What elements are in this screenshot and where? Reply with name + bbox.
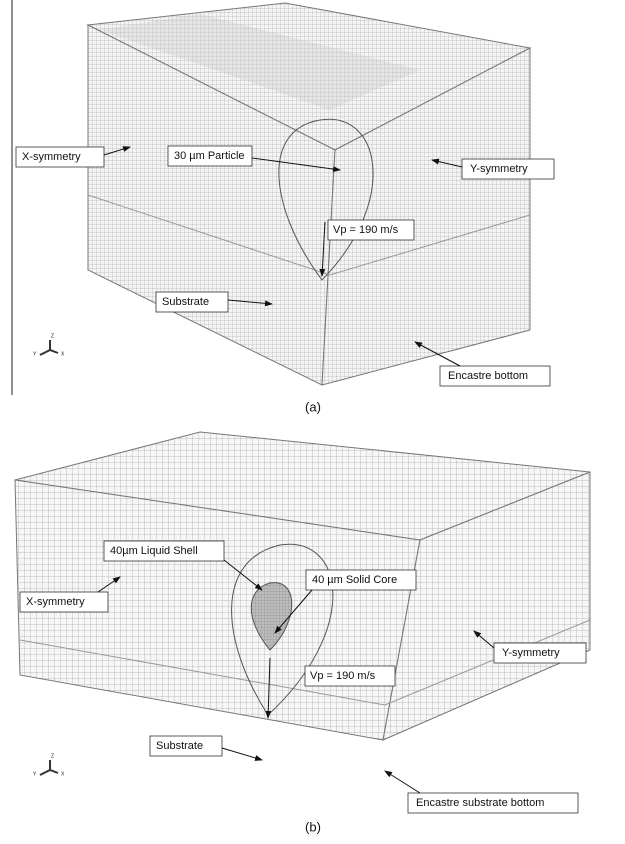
panel-a: Y Z X X-symmetry 30 µm Particle Y-symmetry…	[16, 3, 554, 414]
label-text: 40 µm Solid Core	[312, 574, 397, 586]
axis-label: X	[61, 771, 65, 777]
label: X-symmetry	[20, 592, 108, 612]
label: Y-symmetry	[494, 643, 586, 663]
label-text: Y-symmetry	[502, 647, 560, 659]
axis-label: Y	[33, 771, 37, 777]
label: Encastre bottom	[440, 366, 550, 386]
label-text: Substrate	[156, 740, 203, 752]
label: Vp = 190 m/s	[305, 666, 395, 686]
axis-label: X	[61, 351, 65, 357]
axis-label: Z	[51, 333, 54, 339]
label: Substrate	[156, 292, 228, 312]
label-text: X-symmetry	[26, 596, 85, 608]
label-text: Vp = 190 m/s	[310, 670, 376, 682]
caption: (a)	[305, 399, 321, 414]
label: Y-symmetry	[462, 159, 554, 179]
label-text: Y-symmetry	[470, 163, 528, 175]
label-text: Substrate	[162, 296, 209, 308]
label-text: Vp = 190 m/s	[333, 224, 399, 236]
axis-label: Z	[51, 753, 54, 759]
label: 40 µm Solid Core	[306, 570, 416, 590]
label-text: 40µm Liquid Shell	[110, 545, 198, 557]
figure: Y Z X X-symmetry 30 µm Particle Y-symmetry…	[0, 0, 625, 839]
label: X-symmetry	[16, 147, 104, 167]
label: 40µm Liquid Shell	[104, 541, 224, 561]
label: 30 µm Particle	[168, 146, 252, 166]
label: Substrate	[150, 736, 222, 756]
axis-triad: Y Z X	[33, 753, 65, 777]
label-text: X-symmetry	[22, 151, 81, 163]
panel-b: Y Z X 40µm Liquid Shell 40 µm Solid Core X…	[15, 432, 590, 834]
axis-label: Y	[33, 351, 37, 357]
arrow	[222, 748, 262, 760]
label-text: Encastre substrate bottom	[416, 797, 544, 809]
label: Vp = 190 m/s	[328, 220, 414, 240]
axis-triad: Y Z X	[33, 333, 65, 357]
arrow	[385, 771, 420, 793]
label: Encastre substrate bottom	[408, 793, 578, 813]
label-text: Encastre bottom	[448, 370, 528, 382]
label-text: 30 µm Particle	[174, 150, 245, 162]
caption: (b)	[305, 819, 321, 834]
